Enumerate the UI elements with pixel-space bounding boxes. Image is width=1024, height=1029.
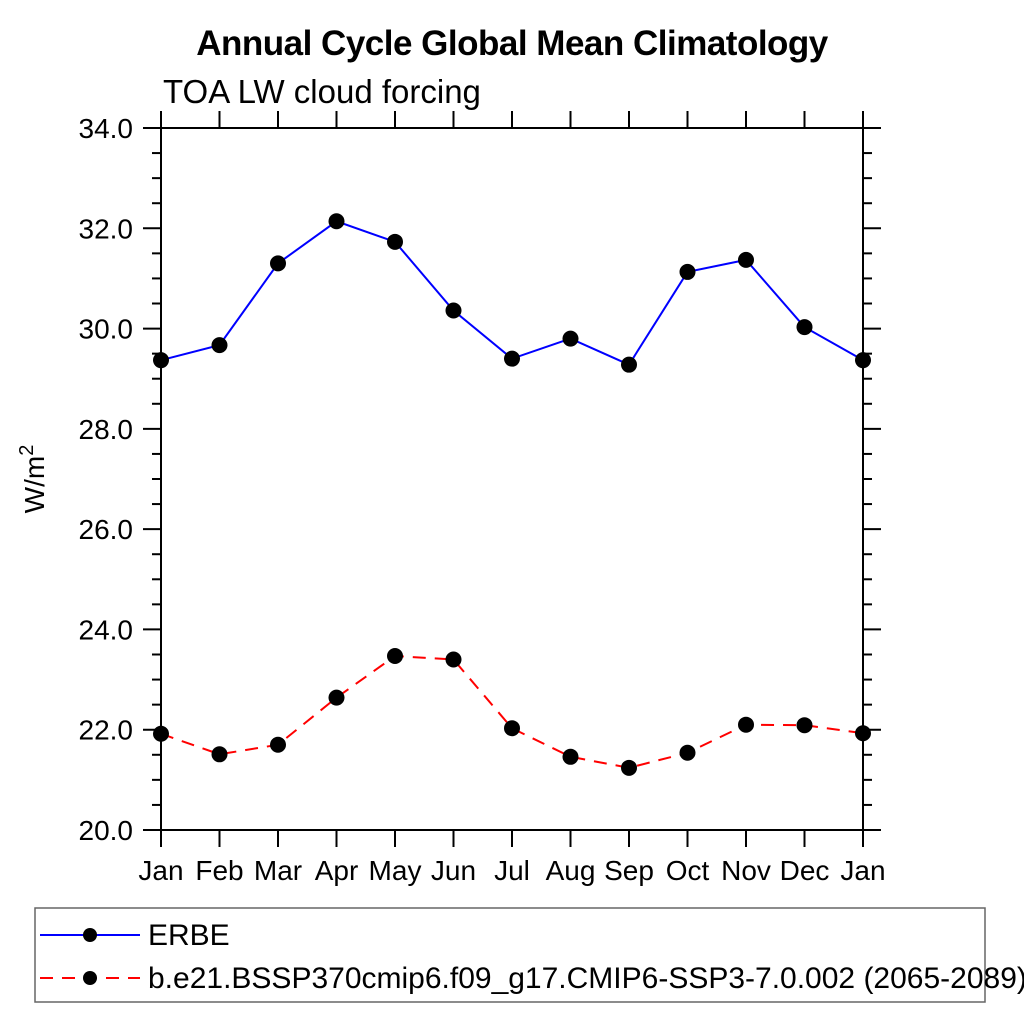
legend-marker-erbe	[83, 928, 97, 942]
data-point-marker-1	[621, 759, 637, 776]
data-point-marker-0	[387, 233, 403, 250]
data-point-marker-0	[679, 263, 696, 280]
y-tick-label: 22.0	[79, 715, 134, 746]
data-point-marker-0	[796, 319, 813, 336]
y-tick-label: 28.0	[79, 414, 134, 445]
data-point-marker-1	[504, 720, 520, 737]
x-tick-label: Dec	[780, 855, 830, 886]
data-point-marker-1	[445, 651, 462, 668]
data-point-marker-1	[211, 746, 228, 763]
chart-title: Annual Cycle Global Mean Climatology	[196, 24, 829, 63]
x-tick-label: Mar	[254, 855, 302, 886]
data-point-marker-0	[153, 352, 169, 369]
data-point-marker-1	[153, 725, 169, 742]
data-point-marker-1	[738, 716, 754, 733]
data-point-marker-1	[679, 744, 696, 761]
y-axis-label: W/m2	[16, 445, 50, 514]
series-line-0	[160, 220, 864, 366]
legend-label-erbe: ERBE	[148, 919, 230, 952]
data-point-marker-0	[328, 213, 345, 230]
legend-label-model: b.e21.BSSP370cmip6.f09_g17.CMIP6-SSP3-7.…	[148, 962, 1024, 995]
x-tick-label: Feb	[195, 855, 243, 886]
y-tick-label: 26.0	[79, 514, 134, 545]
data-point-marker-1	[562, 748, 579, 765]
x-tick-label: Aug	[546, 855, 596, 886]
data-point-marker-1	[328, 689, 345, 706]
x-tick-label: Apr	[315, 855, 359, 886]
data-point-marker-0	[738, 251, 754, 268]
data-point-marker-1	[796, 717, 813, 734]
legend: ERBE b.e21.BSSP370cmip6.f09_g17.CMIP6-SS…	[34, 907, 1024, 1003]
data-point-marker-0	[504, 350, 520, 367]
y-tick-label: 34.0	[79, 113, 134, 144]
data-point-marker-1	[270, 736, 286, 753]
y-tick-label: 32.0	[79, 213, 134, 244]
data-point-marker-0	[855, 352, 871, 369]
x-tick-label: Sep	[604, 855, 654, 886]
data-point-marker-0	[211, 337, 228, 354]
x-tick-label: Nov	[721, 855, 771, 886]
series-line-1	[160, 654, 864, 769]
legend-box	[34, 907, 986, 1003]
x-tick-label: Oct	[666, 855, 710, 886]
y-tick-label: 30.0	[79, 314, 134, 345]
plot-area	[153, 213, 871, 776]
y-tick-label: 24.0	[79, 614, 134, 645]
data-point-marker-0	[445, 302, 462, 319]
x-tick-label: May	[369, 855, 422, 886]
data-point-marker-0	[270, 255, 286, 272]
data-point-marker-1	[855, 725, 871, 742]
x-tick-label: Jul	[494, 855, 530, 886]
x-tick-label: Jun	[431, 855, 476, 886]
y-tick-label: 20.0	[79, 815, 134, 846]
axes: 20.0 22.0 24.0 26.0 28.0 30.0 32.0 34.0 Jan Feb Ma…	[79, 111, 886, 886]
x-tick-label: Jan	[840, 855, 885, 886]
data-point-marker-0	[621, 356, 637, 373]
x-tick-label: Jan	[138, 855, 183, 886]
data-point-marker-1	[387, 648, 403, 665]
chart-subtitle: TOA LW cloud forcing	[163, 73, 481, 110]
legend-marker-model	[83, 971, 97, 985]
data-point-marker-0	[562, 330, 579, 347]
